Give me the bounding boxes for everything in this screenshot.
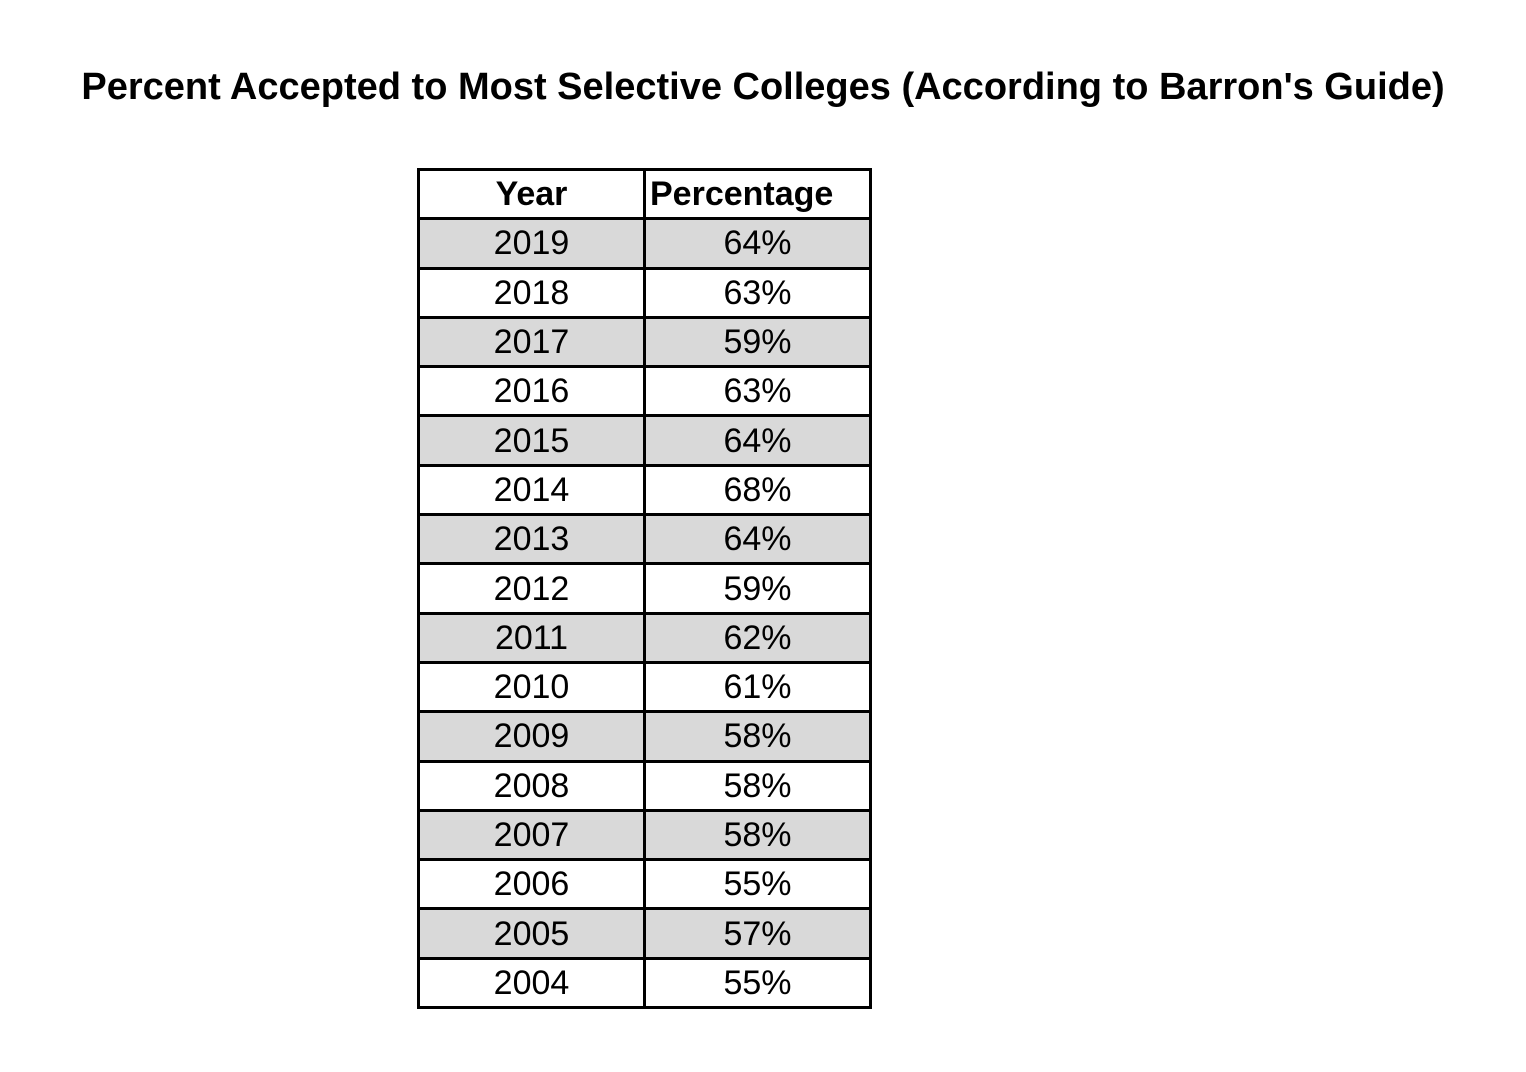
table-row: 2005 57% (417, 907, 872, 960)
data-table: Year Percentage 2019 64% 2018 63% 2017 59% 201… (417, 167, 872, 1010)
percentage-cell: 63% (643, 266, 872, 319)
percentage-cell: 55% (643, 956, 872, 1010)
year-cell: 2009 (417, 710, 646, 763)
year-cell: 2018 (417, 266, 646, 319)
header-row: Year Percentage (417, 167, 872, 221)
percentage-cell: 57% (643, 907, 872, 960)
percentage-cell: 64% (643, 217, 872, 270)
year-cell: 2010 (417, 660, 646, 714)
year-cell: 2015 (417, 414, 646, 467)
year-cell: 2008 (417, 759, 646, 812)
table-row: 2018 63% (417, 266, 872, 319)
table-row: 2013 64% (417, 513, 872, 566)
table-row: 2010 61% (417, 660, 872, 714)
year-cell: 2012 (417, 562, 646, 615)
year-cell: 2016 (417, 365, 646, 418)
table-row: 2015 64% (417, 414, 872, 467)
table-body: 2019 64% 2018 63% 2017 59% 2016 63% 2015 64% 2014 6… (417, 217, 872, 1010)
percentage-cell: 64% (643, 414, 872, 467)
table-row: 2012 59% (417, 562, 872, 615)
header-cell: Year (417, 167, 646, 221)
table-row: 2017 59% (417, 315, 872, 369)
percentage-cell: 55% (643, 858, 872, 911)
title: Percent Accepted to Most Selective Colle… (81, 66, 1445, 108)
table-row: 2011 62% (417, 611, 872, 664)
year-cell: 2017 (417, 315, 646, 369)
table-row: 2006 55% (417, 858, 872, 911)
year-cell: 2006 (417, 858, 646, 911)
percentage-cell: 64% (643, 513, 872, 566)
table-row: 2016 63% (417, 365, 872, 418)
table-row: 2007 58% (417, 808, 872, 862)
year-cell: 2013 (417, 513, 646, 566)
year-cell: 2011 (417, 611, 646, 664)
table-row: 2019 64% (417, 217, 872, 270)
year-cell: 2014 (417, 463, 646, 517)
table-row: 2014 68% (417, 463, 872, 517)
table-row: 2004 55% (417, 956, 872, 1010)
year-cell: 2005 (417, 907, 646, 960)
percentage-cell: 59% (643, 315, 872, 369)
table-row: 2008 58% (417, 759, 872, 812)
percentage-cell: 61% (643, 660, 872, 714)
table-row: 2009 58% (417, 710, 872, 763)
percentage-cell: 62% (643, 611, 872, 664)
percentage-cell: 58% (643, 808, 872, 862)
percentage-cell: 63% (643, 365, 872, 418)
header-cell: Percentage (643, 167, 872, 221)
year-cell: 2007 (417, 808, 646, 862)
percentage-cell: 59% (643, 562, 872, 615)
percentage-cell: 68% (643, 463, 872, 517)
table-header: Year Percentage (417, 167, 872, 221)
year-cell: 2004 (417, 956, 646, 1010)
percentage-cell: 58% (643, 710, 872, 763)
percentage-cell: 58% (643, 759, 872, 812)
year-cell: 2019 (417, 217, 646, 270)
